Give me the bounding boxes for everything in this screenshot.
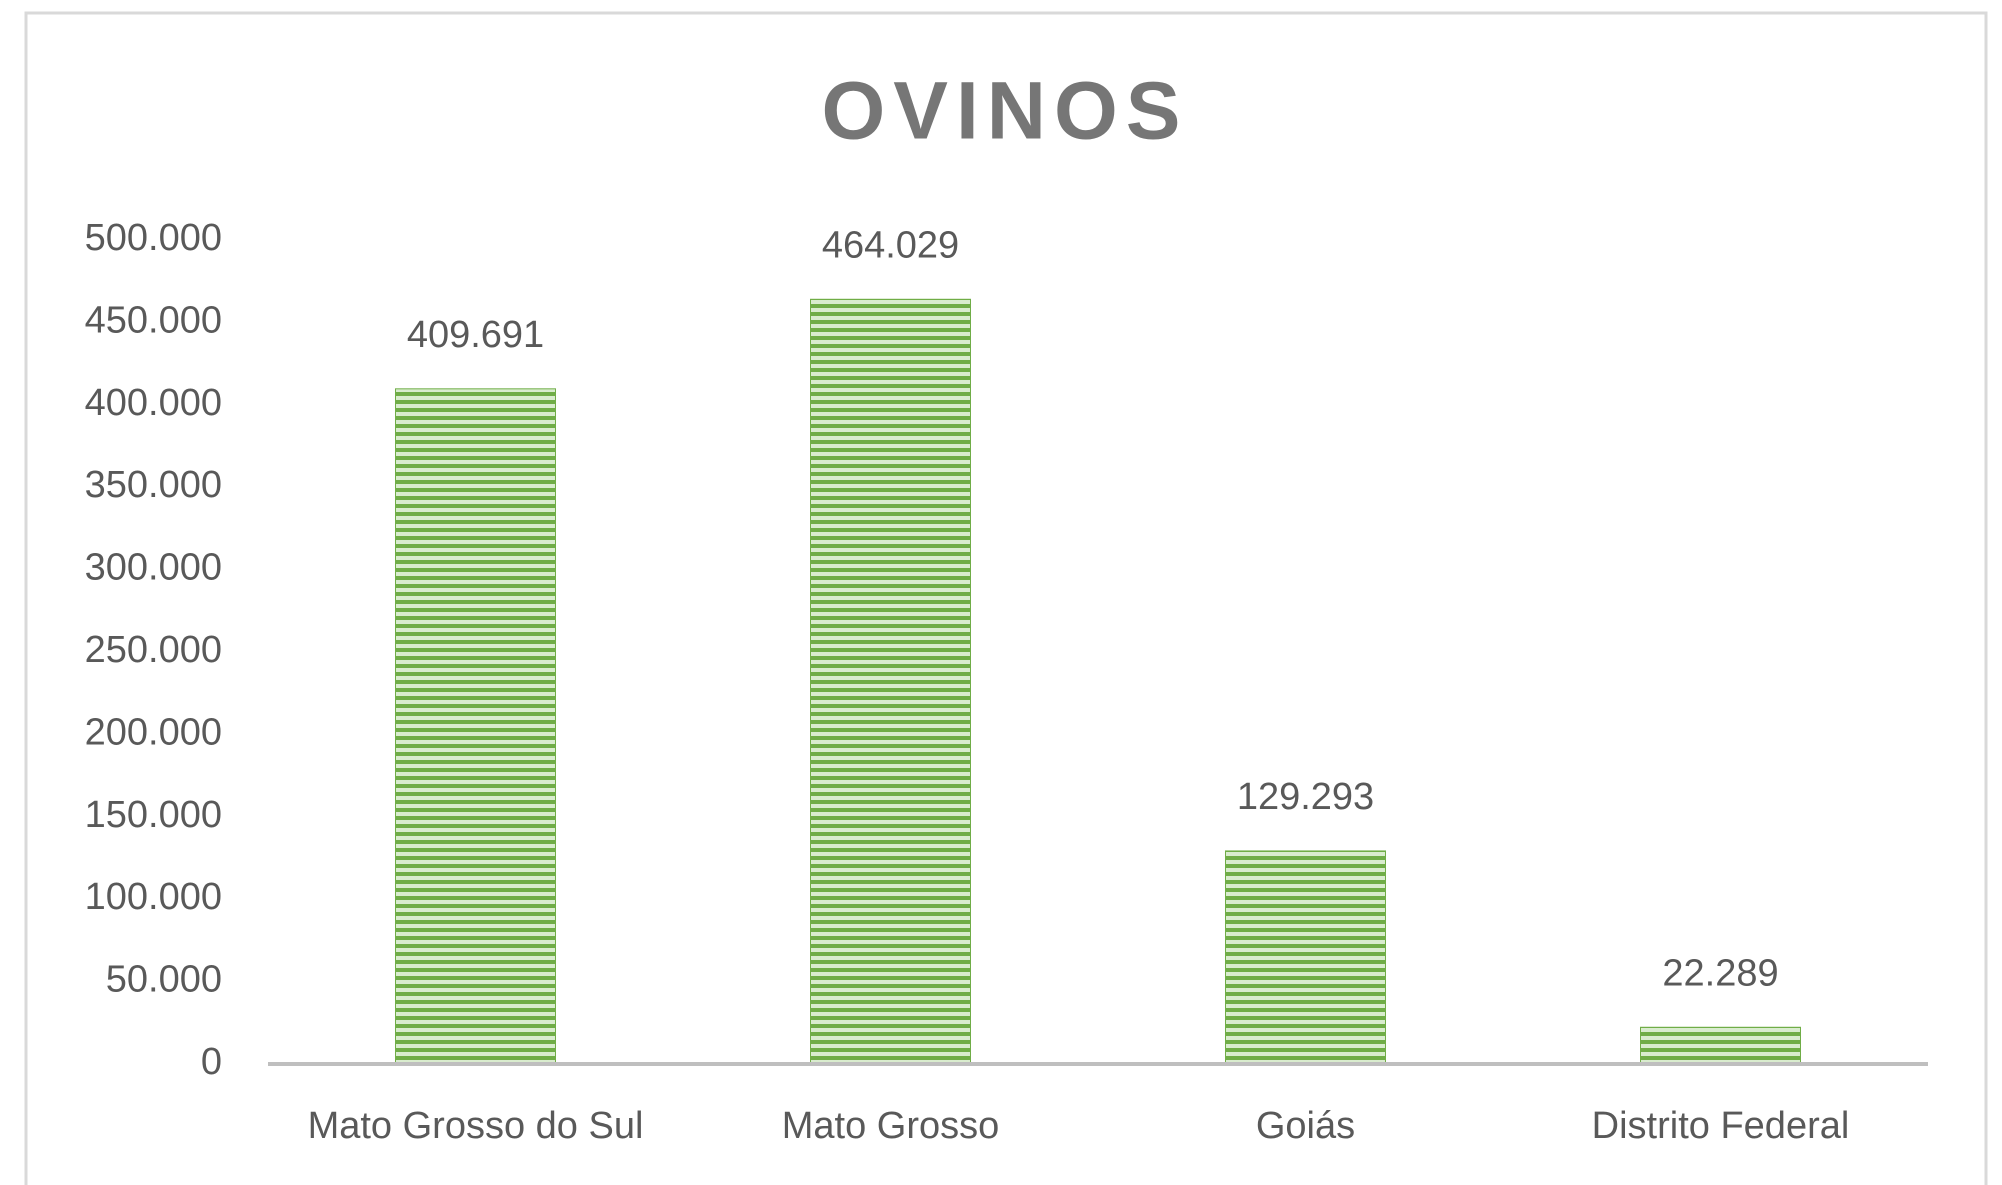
y-tick-label: 500.000	[85, 217, 222, 259]
x-tick-label: Goiás	[1256, 1105, 1355, 1147]
y-tick-label: 300.000	[85, 547, 222, 589]
chart-frame	[24, 11, 1988, 1185]
bar	[810, 298, 971, 1065]
y-tick-label: 150.000	[85, 794, 222, 836]
y-tick-label: 350.000	[85, 464, 222, 506]
bar	[1225, 850, 1386, 1065]
y-tick-label: 100.000	[85, 876, 222, 918]
y-tick-label: 0	[201, 1041, 222, 1083]
data-label: 22.289	[1662, 952, 1778, 994]
y-tick-label: 50.000	[106, 959, 222, 1001]
bar	[395, 388, 556, 1065]
bar	[1640, 1026, 1801, 1065]
chart-title: OVINOS	[822, 66, 1189, 157]
y-tick-label: 200.000	[85, 711, 222, 753]
y-tick-label: 250.000	[85, 629, 222, 671]
x-tick-label: Distrito Federal	[1592, 1105, 1850, 1147]
data-label: 129.293	[1237, 776, 1374, 818]
data-label: 464.029	[822, 224, 959, 266]
x-tick-label: Mato Grosso	[782, 1105, 1000, 1147]
data-label: 409.691	[407, 314, 544, 356]
x-tick-label: Mato Grosso do Sul	[308, 1105, 644, 1147]
y-tick-label: 450.000	[85, 299, 222, 341]
y-tick-label: 400.000	[85, 382, 222, 424]
